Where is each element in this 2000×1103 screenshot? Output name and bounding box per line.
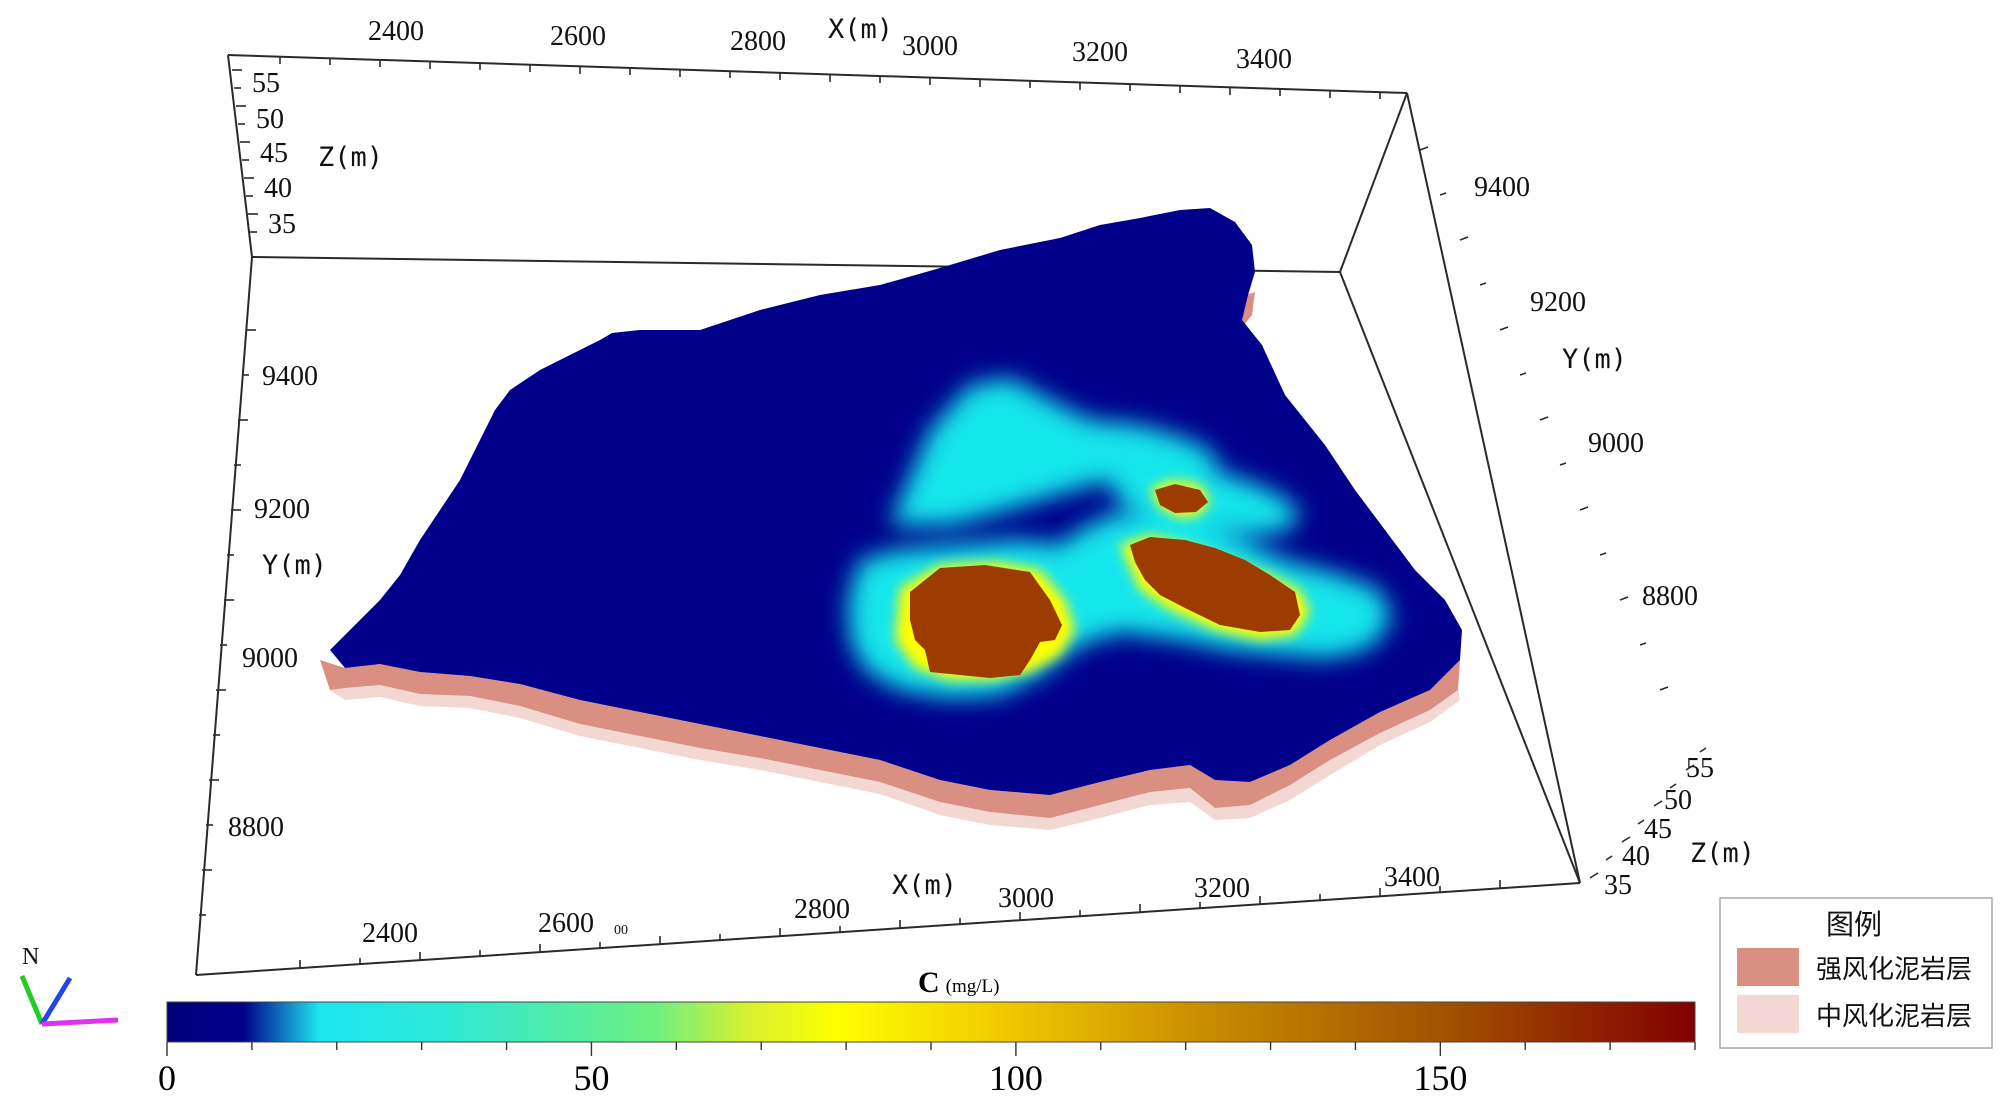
- gizmo-axis-green: [19, 975, 45, 1025]
- x-axis-title-top: X(m): [828, 14, 893, 45]
- x-tick-bottom: 3400: [1384, 862, 1440, 893]
- colorbar-unit: (mg/L): [946, 976, 1000, 997]
- y-tick-left: 9000: [242, 643, 298, 674]
- y-tick-left: 8800: [228, 812, 284, 843]
- colorbar-tick-label: 150: [1413, 1058, 1467, 1098]
- plume-base: [330, 208, 1462, 795]
- y-axis-title-left: Y(m): [262, 550, 327, 581]
- y-axis-right: 9400 9200 9000 8800 Y(m): [1474, 172, 1698, 612]
- z-tick-right: 45: [1644, 814, 1672, 845]
- z-axis-unit: (m): [1706, 838, 1755, 869]
- x-tick-top: 3000: [902, 31, 958, 62]
- z-axis-right: 55 50 45 40 35 Z(m): [1604, 753, 1755, 901]
- orientation-gizmo: N: [19, 944, 119, 1027]
- strong-weathered-layer: [320, 660, 1460, 818]
- colorbar-symbol: C: [918, 966, 940, 999]
- y-axis-left: 9400 9200 9000 8800 Y(m): [228, 361, 327, 843]
- z-tick-right: 35: [1604, 870, 1632, 901]
- legend-swatch-strong: [1737, 948, 1799, 986]
- z-axis-title-right: Z(m): [1690, 838, 1755, 869]
- x-axis-top: 2400 2600 2800 3000 3200 3400 X(m): [368, 14, 1292, 75]
- z-tick-left: 50: [256, 104, 284, 135]
- x-axis-title-bottom: X(m): [892, 870, 957, 901]
- y-tick-right: 9200: [1530, 287, 1586, 318]
- z-tick-right: 50: [1664, 785, 1692, 816]
- x-axis-unit: (m): [908, 870, 957, 901]
- y-tick-right: 8800: [1642, 581, 1698, 612]
- z-tick-right: 40: [1622, 841, 1650, 872]
- z-axis-letter: Z: [1690, 838, 1706, 869]
- y-axis-unit: (m): [278, 550, 327, 581]
- z-tick-left: 45: [260, 138, 288, 169]
- legend: 图例 强风化泥岩层 中风化泥岩层: [1719, 897, 1993, 1049]
- north-label: N: [22, 944, 39, 970]
- x-tick-bottom: 2800: [794, 894, 850, 925]
- z-tick-left: 40: [264, 173, 292, 204]
- legend-label-strong: 强风化泥岩层: [1816, 955, 1972, 985]
- y-axis-letter: Y: [262, 550, 278, 581]
- concentration-plume: [330, 208, 1462, 795]
- z-tick-right: 55: [1686, 753, 1714, 784]
- x-axis-unit: (m): [844, 14, 893, 45]
- x-tick-top: 2600: [550, 21, 606, 52]
- x-tick-top: 3200: [1072, 37, 1128, 68]
- y-axis-title-right: Y(m): [1562, 344, 1627, 375]
- x-tick-bottom: 3200: [1194, 873, 1250, 904]
- y-tick-right: 9400: [1474, 172, 1530, 203]
- colorbar-gradient: [166, 1001, 1696, 1043]
- z-axis-letter: Z: [318, 142, 334, 173]
- z-tick-left: 55: [252, 68, 280, 99]
- plume-hot-core: [910, 484, 1300, 678]
- gizmo-axis-magenta: [41, 1017, 119, 1027]
- y-axis-letter: Y: [1562, 344, 1578, 375]
- x-axis-letter: X: [828, 14, 844, 45]
- legend-swatch-medium: [1737, 995, 1799, 1033]
- bounding-box-frame: [195, 54, 1581, 976]
- medium-weathered-layer: [330, 678, 1460, 830]
- legend-label-medium: 中风化泥岩层: [1816, 1002, 1972, 1032]
- x-axis-letter: X: [892, 870, 908, 901]
- gizmo-axis-blue: [39, 976, 73, 1026]
- y-tick-right: 9000: [1588, 428, 1644, 459]
- z-axis-unit: (m): [334, 142, 383, 173]
- x-tick-top: 2800: [730, 26, 786, 57]
- z-axis-title-left: Z(m): [318, 142, 383, 173]
- colorbar-tick-label: 100: [989, 1058, 1043, 1098]
- colorbar-tick-label: 50: [573, 1058, 609, 1098]
- x-axis-bottom: 2400 2600 2800 3000 3200 3400 00 X(m): [362, 862, 1440, 949]
- x-tick-bottom: 2600: [538, 908, 594, 939]
- x-tick-bottom: 2400: [362, 918, 418, 949]
- colorbar-ticks: [166, 1042, 1696, 1056]
- colorbar-tick-label: 0: [158, 1058, 176, 1098]
- stray-tick-fragment: 00: [614, 923, 628, 938]
- y-axis-unit: (m): [1578, 344, 1627, 375]
- tick-marks: [199, 57, 1707, 968]
- colorbar: C (mg/L) 0 50 100 150: [158, 966, 1696, 1098]
- legend-title: 图例: [1826, 908, 1882, 941]
- x-tick-top: 3400: [1236, 44, 1292, 75]
- z-tick-left: 35: [268, 209, 296, 240]
- y-tick-left: 9400: [262, 361, 318, 392]
- colorbar-title: C (mg/L): [918, 966, 1000, 999]
- colorbar-labels: 0 50 100 150: [158, 1058, 1467, 1098]
- y-tick-left: 9200: [254, 494, 310, 525]
- x-tick-bottom: 3000: [998, 883, 1054, 914]
- x-tick-top: 2400: [368, 16, 424, 47]
- z-axis-left: 55 50 45 40 35 Z(m): [252, 68, 383, 240]
